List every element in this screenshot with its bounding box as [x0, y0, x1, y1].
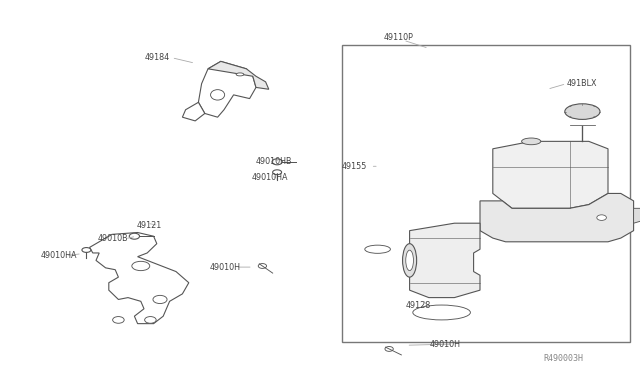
Polygon shape [634, 208, 640, 223]
Text: 49155: 49155 [342, 162, 367, 171]
Text: 49010H: 49010H [430, 340, 461, 349]
Ellipse shape [153, 295, 167, 304]
Text: R490003H: R490003H [543, 354, 583, 363]
Text: 49010HB: 49010HB [256, 157, 292, 166]
Ellipse shape [273, 170, 282, 175]
Text: 49010B: 49010B [98, 234, 129, 243]
Text: 49010H: 49010H [209, 263, 240, 272]
Polygon shape [90, 232, 189, 324]
Ellipse shape [82, 248, 91, 252]
Text: 49010HA: 49010HA [40, 251, 77, 260]
Text: 49128: 49128 [406, 301, 431, 310]
Ellipse shape [113, 317, 124, 323]
Ellipse shape [211, 90, 225, 100]
Ellipse shape [258, 263, 267, 269]
Ellipse shape [385, 347, 393, 351]
Polygon shape [493, 141, 608, 208]
Ellipse shape [406, 250, 413, 271]
Ellipse shape [129, 233, 140, 239]
Text: 49010HA: 49010HA [252, 173, 288, 182]
Text: 49110P: 49110P [384, 33, 414, 42]
Bar [342, 45, 630, 342]
Ellipse shape [413, 305, 470, 320]
Ellipse shape [403, 244, 417, 277]
Text: 491BLX: 491BLX [566, 79, 597, 88]
Ellipse shape [272, 159, 282, 165]
Text: 49121: 49121 [136, 221, 161, 230]
Polygon shape [198, 61, 256, 117]
Ellipse shape [564, 104, 600, 119]
Polygon shape [480, 193, 634, 242]
Polygon shape [208, 61, 269, 89]
Ellipse shape [522, 138, 541, 145]
Ellipse shape [145, 317, 156, 323]
Ellipse shape [365, 245, 390, 253]
Text: 49184: 49184 [145, 53, 170, 62]
Ellipse shape [132, 261, 150, 271]
Ellipse shape [236, 73, 244, 76]
Polygon shape [410, 223, 480, 298]
Polygon shape [182, 102, 205, 121]
Ellipse shape [596, 215, 606, 220]
